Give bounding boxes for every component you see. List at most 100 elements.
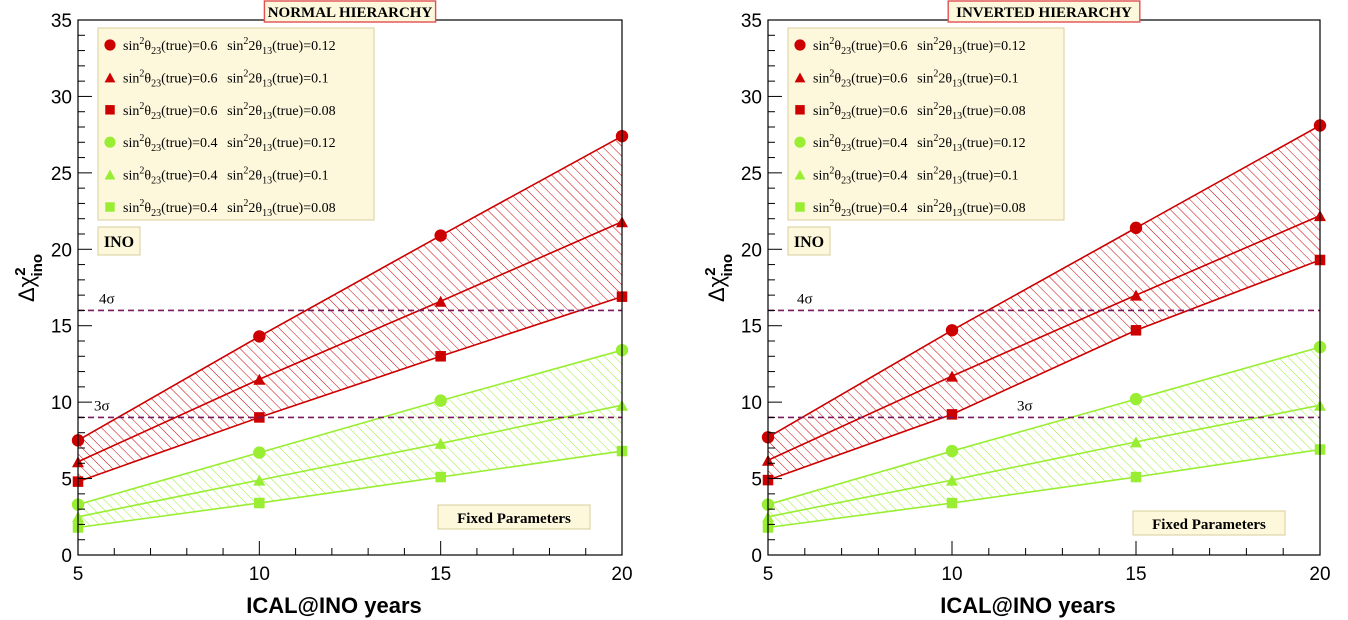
x-tick-label: 5 (73, 564, 84, 585)
data-point-s4-1 (946, 474, 958, 486)
legend-marker-5 (795, 202, 805, 212)
legend-marker-3 (104, 136, 116, 148)
x-tick-label: 15 (430, 564, 451, 585)
legend-entry-1: sin2θ23(true)=0.6 sin22θ13(true)=0.1 (123, 68, 329, 89)
sigma3-label: 3σ (1017, 398, 1033, 414)
data-point-s3-1 (253, 446, 266, 459)
series-line-0 (77, 135, 623, 442)
x-tick-label: 20 (1309, 564, 1330, 585)
chart-title: NORMAL HIERARCHY (268, 5, 433, 21)
data-point-s4-1 (253, 474, 266, 486)
x-tick-label: 20 (611, 564, 632, 585)
data-point-s4-2 (1130, 436, 1142, 448)
legend-marker-2 (795, 105, 805, 115)
chart-title: INVERTED HIERARCHY (956, 5, 1132, 21)
data-point-s5-2 (435, 471, 446, 483)
series-line-4 (77, 404, 623, 518)
fixed-params-label: Fixed Parameters (1152, 517, 1266, 533)
data-point-s0-2 (1129, 221, 1143, 235)
x-axis-title: ICAL@INO years (246, 593, 422, 618)
fixed-params-box (1132, 510, 1286, 536)
data-point-s5-2 (1130, 471, 1142, 483)
x-tick-label: 15 (1125, 564, 1146, 585)
ino-label: INO (104, 234, 134, 251)
series-line-5 (77, 450, 623, 529)
y-tick-label: 35 (51, 11, 72, 32)
legend-entry-2: sin2θ23(true)=0.6 sin22θ13(true)=0.08 (123, 101, 336, 122)
y-axis-title: Δχ2ino (12, 254, 46, 302)
y-tick-label: 35 (741, 11, 762, 32)
legend-entry-3: sin2θ23(true)=0.4 sin22θ13(true)=0.12 (813, 133, 1026, 154)
legend-marker-4 (794, 169, 806, 180)
legend-marker-0 (104, 39, 116, 51)
series-line-1 (77, 221, 623, 463)
y-tick-label: 20 (51, 240, 72, 261)
ino-box (97, 226, 141, 256)
data-point-s3-2 (434, 394, 447, 407)
legend-entry-2: sin2θ23(true)=0.6 sin22θ13(true)=0.08 (813, 101, 1026, 122)
title-box (263, 0, 437, 23)
x-tick-label: 10 (249, 564, 270, 585)
y-tick-label: 0 (61, 546, 72, 567)
data-point-s1-2 (1130, 289, 1142, 301)
legend-marker-0 (794, 39, 806, 51)
legend-marker-4 (104, 169, 116, 180)
title-box (947, 0, 1141, 23)
data-point-s5-1 (946, 497, 958, 509)
legend-entry-3: sin2θ23(true)=0.4 sin22θ13(true)=0.12 (123, 133, 336, 154)
legend-entry-0: sin2θ23(true)=0.6 sin22θ13(true)=0.12 (123, 36, 336, 57)
legend-marker-2 (105, 105, 115, 115)
data-point-s0-1 (253, 330, 266, 343)
legend-entry-1: sin2θ23(true)=0.6 sin22θ13(true)=0.1 (813, 68, 1019, 89)
data-point-s1-1 (946, 370, 958, 382)
y-tick-label: 15 (51, 317, 72, 338)
y-axis-title: Δχ2ino (702, 254, 736, 302)
legend-marker-1 (104, 72, 116, 83)
series-line-2 (767, 259, 1321, 481)
data-point-s0-2 (434, 229, 447, 242)
ino-label: INO (794, 234, 824, 251)
series-line-3 (77, 349, 623, 506)
legend-entry-5: sin2θ23(true)=0.4 sin22θ13(true)=0.08 (813, 198, 1026, 219)
green-band (768, 347, 1320, 528)
data-point-s3-2 (1129, 392, 1143, 406)
legend-marker-3 (794, 136, 806, 148)
legend-box (787, 27, 1065, 221)
y-tick-label: 20 (741, 240, 762, 261)
x-axis-title: ICAL@INO years (940, 593, 1116, 618)
y-tick-label: 25 (51, 164, 72, 185)
y-tick-label: 30 (741, 87, 762, 108)
legend-entry-0: sin2θ23(true)=0.6 sin22θ13(true)=0.12 (813, 36, 1026, 57)
data-point-s4-2 (434, 437, 447, 449)
series-line-3 (767, 346, 1321, 506)
data-point-s5-1 (254, 497, 265, 509)
legend-box (97, 27, 375, 221)
legend-marker-5 (105, 202, 115, 212)
green-band (78, 350, 622, 528)
x-tick-label: 10 (941, 564, 962, 585)
series-line-0 (767, 124, 1321, 438)
red-band (768, 125, 1320, 481)
y-tick-label: 10 (51, 393, 72, 414)
data-point-s1-1 (253, 373, 266, 385)
data-point-s2-2 (435, 351, 446, 362)
red-band (78, 136, 622, 482)
y-tick-label: 5 (751, 470, 762, 491)
data-point-s2-1 (946, 409, 958, 420)
series-line-4 (767, 404, 1321, 518)
data-point-s3-1 (945, 444, 959, 458)
y-tick-label: 0 (751, 546, 762, 567)
sigma4-label: 4σ (797, 291, 813, 307)
series-line-5 (767, 448, 1321, 529)
data-point-s0-1 (945, 324, 959, 337)
series-line-2 (77, 295, 623, 483)
y-tick-label: 10 (741, 393, 762, 414)
legend-entry-4: sin2θ23(true)=0.4 sin22θ13(true)=0.1 (123, 166, 329, 187)
x-tick-label: 5 (763, 564, 774, 585)
legend-entry-4: sin2θ23(true)=0.4 sin22θ13(true)=0.1 (813, 166, 1019, 187)
sigma3-label: 3σ (94, 398, 110, 414)
y-tick-label: 5 (61, 470, 72, 491)
y-tick-label: 25 (741, 164, 762, 185)
